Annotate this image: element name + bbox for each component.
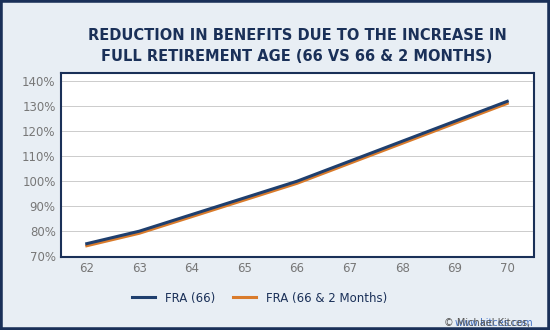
FRA (66): [504, 99, 510, 103]
FRA (66 & 2 Months): [346, 161, 353, 165]
FRA (66): [241, 196, 248, 200]
FRA (66 & 2 Months): [241, 198, 248, 202]
FRA (66): [399, 139, 405, 143]
FRA (66 & 2 Months): [294, 181, 300, 185]
FRA (66): [346, 159, 353, 163]
Text: www.kitces.com: www.kitces.com: [455, 318, 534, 328]
FRA (66): [452, 119, 458, 123]
FRA (66 & 2 Months): [504, 101, 510, 105]
FRA (66 & 2 Months): [452, 121, 458, 125]
Title: REDUCTION IN BENEFITS DUE TO THE INCREASE IN
FULL RETIREMENT AGE (66 VS 66 & 2 M: REDUCTION IN BENEFITS DUE TO THE INCREAS…: [87, 28, 507, 64]
Line: FRA (66): FRA (66): [87, 101, 507, 244]
FRA (66 & 2 Months): [399, 141, 405, 145]
Line: FRA (66 & 2 Months): FRA (66 & 2 Months): [87, 103, 507, 246]
FRA (66 & 2 Months): [84, 244, 90, 248]
FRA (66): [294, 179, 300, 183]
FRA (66): [189, 213, 195, 216]
Text: © Michael Kitces,: © Michael Kitces,: [443, 318, 533, 328]
Legend: FRA (66), FRA (66 & 2 Months): FRA (66), FRA (66 & 2 Months): [127, 287, 392, 310]
FRA (66 & 2 Months): [189, 214, 195, 218]
FRA (66): [136, 229, 142, 233]
FRA (66 & 2 Months): [136, 231, 142, 235]
FRA (66): [84, 242, 90, 246]
